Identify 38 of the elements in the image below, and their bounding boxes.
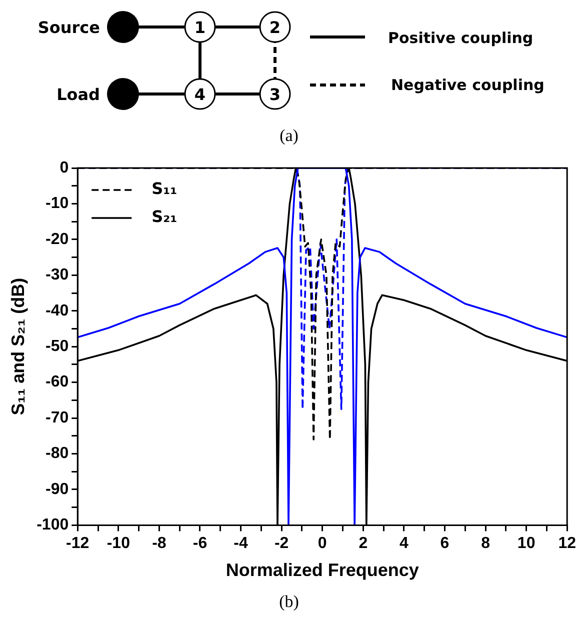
x-tick-label: 12 xyxy=(558,535,576,552)
text: Negative coupling xyxy=(391,76,544,94)
x-tick-label: 2 xyxy=(358,535,368,552)
x-tick-label: 0 xyxy=(318,535,327,552)
y-tick-label: -60 xyxy=(46,374,69,391)
x-tick-label: -12 xyxy=(66,535,90,552)
text: Load xyxy=(56,85,100,104)
y-tick-label: -40 xyxy=(46,302,69,320)
x-tick-label: -8 xyxy=(152,535,166,552)
text: Positive coupling xyxy=(388,29,534,47)
text: Source xyxy=(38,18,100,37)
y-tick-label: -90 xyxy=(46,480,69,498)
y-tick-label: -100 xyxy=(36,516,69,534)
y-tick-label: -50 xyxy=(46,338,69,356)
x-tick-label: 8 xyxy=(481,535,490,552)
y-tick-label: -30 xyxy=(46,266,69,284)
text: (a) xyxy=(280,126,298,146)
text: 2 xyxy=(269,18,281,37)
y-tick-label: -10 xyxy=(46,195,69,212)
text: (b) xyxy=(279,592,299,612)
x-tick-label: -6 xyxy=(192,535,208,552)
legend-label: S₂₁ xyxy=(152,207,178,226)
y-tick-label: 0 xyxy=(60,159,69,176)
y-tick-label: -20 xyxy=(46,230,69,248)
text: 1 xyxy=(194,18,206,37)
x-tick-label: -2 xyxy=(274,535,289,552)
y-tick-label: -80 xyxy=(46,445,69,462)
text: 4 xyxy=(194,85,206,104)
y-tick-label: -70 xyxy=(46,409,69,426)
x-tick-label: 4 xyxy=(399,535,408,552)
y-axis-title: S₁₁ and S₂₁ (dB) xyxy=(8,278,28,416)
x-tick-label: -4 xyxy=(234,535,248,552)
text: 3 xyxy=(269,85,281,104)
x-tick-label: -10 xyxy=(106,535,130,552)
x-tick-label: 6 xyxy=(440,535,450,552)
x-axis-title: Normalized Frequency xyxy=(226,560,419,580)
x-tick-label: 10 xyxy=(517,535,536,552)
legend-label: S₁₁ xyxy=(152,179,178,198)
